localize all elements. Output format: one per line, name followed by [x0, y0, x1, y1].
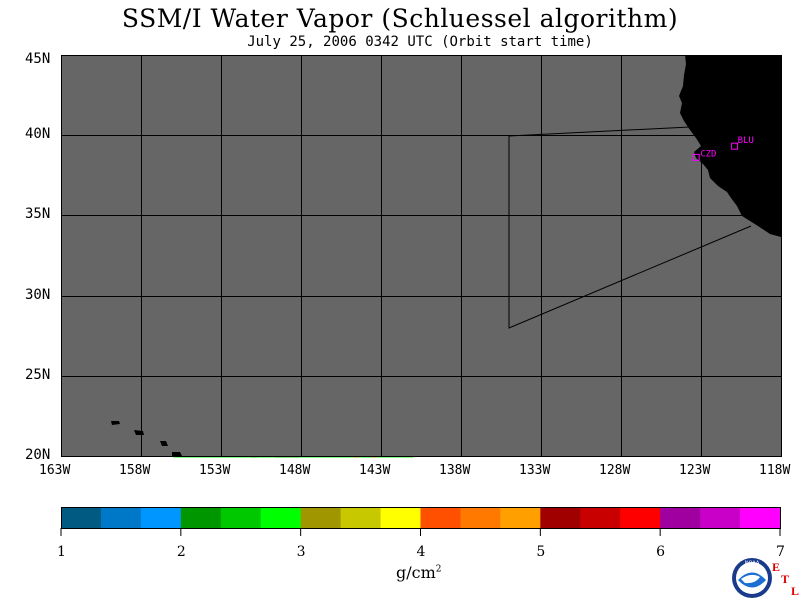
colorbar-tick-label: 5	[536, 544, 546, 560]
etl-letter-t: T	[781, 572, 790, 586]
lon-label: 133W	[519, 463, 551, 478]
colorbar-swatch	[300, 507, 342, 528]
svg-text:NOAA: NOAA	[745, 561, 760, 567]
colorbar-swatch	[180, 507, 222, 528]
colorbar-tick-label: 4	[416, 544, 426, 560]
colorbar-unit: g/cm2	[396, 563, 442, 582]
station-marker	[731, 142, 739, 150]
station-marker	[692, 153, 700, 161]
map-frame	[61, 55, 782, 457]
flight-track	[508, 126, 752, 329]
map-title: SSM/I Water Vapor (Schluessel algorithm)	[121, 4, 679, 33]
colorbar-swatch	[100, 507, 142, 528]
colorbar-tick-label: 2	[176, 544, 186, 560]
lon-label: 153W	[199, 463, 231, 478]
noaa-logo-icon: NOAA	[732, 558, 772, 598]
map-subtitle: July 25, 2006 0342 UTC (Orbit start time…	[247, 34, 593, 50]
colorbar-tick-label: 1	[57, 544, 66, 560]
colorbar-swatch	[220, 507, 262, 528]
station-label-blu: BLU	[738, 136, 754, 146]
colorbar-tick-label: 3	[296, 544, 306, 560]
graticule	[61, 55, 781, 456]
colorbar-swatch	[580, 507, 621, 528]
lon-label: 158W	[119, 463, 151, 478]
colorbar-swatch	[61, 507, 102, 528]
hawaii-islands	[111, 421, 182, 456]
colorbar-swatch	[420, 507, 461, 528]
colorbar-swatch	[140, 507, 182, 528]
colorbar-tick-label: 7	[776, 544, 785, 560]
lon-label: 148W	[279, 463, 311, 478]
lat-label: 30N	[25, 287, 51, 303]
colorbar-swatch	[700, 507, 741, 528]
colorbar-swatch	[460, 507, 501, 528]
lon-label: 138W	[439, 463, 471, 478]
colorbar-swatch	[500, 507, 541, 528]
etl-letter-l: L	[791, 584, 800, 598]
colorbar-swatch	[620, 507, 661, 528]
california-land	[679, 55, 781, 237]
lat-label: 25N	[25, 367, 51, 383]
lon-label: 128W	[599, 463, 631, 478]
lon-label: 143W	[359, 463, 391, 478]
lat-label: 40N	[25, 126, 51, 142]
lon-label: 163W	[39, 463, 71, 478]
lon-label: 123W	[679, 463, 711, 478]
lat-label: 20N	[25, 447, 51, 463]
lat-label: 45N	[25, 51, 51, 67]
colorbar-swatch	[340, 507, 382, 528]
colorbar-tick-label: 6	[656, 544, 666, 560]
colorbar-swatch	[660, 507, 701, 528]
colorbar-swatch	[380, 507, 421, 528]
colorbar-swatch	[260, 507, 302, 528]
map-background	[61, 55, 781, 456]
etl-letter-e: E	[772, 560, 781, 574]
colorbar-swatch	[740, 507, 781, 528]
station-label-czd: CZD	[700, 149, 716, 159]
lat-label: 35N	[25, 206, 51, 222]
colorbar-swatch	[540, 507, 581, 528]
lon-label: 118W	[759, 463, 791, 478]
